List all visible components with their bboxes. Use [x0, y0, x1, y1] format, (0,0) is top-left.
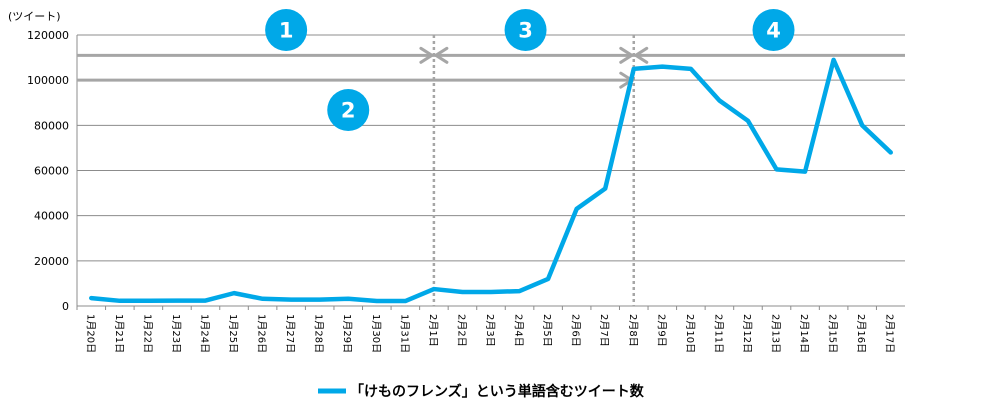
x-tick-label: 1月27日 [284, 314, 296, 353]
x-tick-label: 2月13日 [770, 314, 782, 353]
x-tick-label: 2月8日 [627, 314, 639, 347]
section-badges: 1 2 3 4 [265, 9, 795, 131]
x-tick-label: 2月12日 [741, 314, 753, 353]
y-axis-tick-labels: 0 20000 40000 60000 80000 100000 120000 [27, 29, 69, 313]
x-tick-label: 1月20日 [84, 314, 96, 353]
data-point [346, 297, 350, 301]
y-tick-label: 20000 [34, 255, 69, 268]
data-point [803, 170, 807, 174]
x-tick-label: 2月6日 [570, 314, 582, 347]
x-tick-label: 2月9日 [655, 314, 667, 347]
y-tick-label: 60000 [34, 165, 69, 178]
data-point [489, 290, 493, 294]
x-tick-label: 1月28日 [313, 314, 325, 353]
x-tick-label: 2月5日 [541, 314, 553, 347]
x-tick-label: 1月30日 [370, 314, 382, 353]
gridlines [77, 34, 905, 262]
axes [76, 35, 905, 310]
x-tick-label: 2月16日 [855, 314, 867, 353]
x-tick-label: 2月4日 [513, 314, 525, 347]
data-point [546, 277, 550, 281]
data-point [232, 291, 236, 295]
data-point [289, 298, 293, 302]
data-point [261, 297, 265, 301]
data-point [460, 290, 464, 294]
x-tick-label: 1月21日 [113, 314, 125, 353]
data-point [375, 299, 379, 303]
y-tick-label: 120000 [27, 29, 69, 42]
data-point [889, 150, 893, 154]
legend: 「けものフレンズ」という単語含むツイート数 [318, 383, 645, 400]
arrow-right-icon [419, 46, 434, 64]
annotations [77, 35, 905, 306]
data-point [175, 299, 179, 303]
x-tick-label: 1月29日 [341, 314, 353, 353]
y-axis-unit-label: (ツイート) [8, 10, 61, 23]
data-point [603, 187, 607, 191]
x-tick-label: 2月15日 [827, 314, 839, 353]
data-point [518, 289, 522, 293]
x-tick-label: 2月3日 [484, 314, 496, 347]
section-badge [752, 9, 795, 51]
data-point [575, 207, 579, 211]
series-line [89, 57, 893, 304]
section-badge [504, 9, 547, 51]
data-point [746, 119, 750, 123]
x-tick-label: 1月24日 [198, 314, 210, 353]
x-tick-label: 2月1日 [427, 314, 439, 347]
section-badge [265, 9, 308, 51]
y-tick-label: 100000 [27, 74, 69, 87]
x-axis-tick-labels: 1月20日 1月21日 1月22日 1月23日 1月24日 1月25日 1月26日 1月27日… [84, 314, 895, 353]
data-point [318, 298, 322, 302]
x-tick-label: 1月31日 [398, 314, 410, 353]
y-tick-label: 40000 [34, 210, 69, 223]
x-tick-label: 1月22日 [141, 314, 153, 353]
x-tick-label: 2月11日 [712, 314, 724, 353]
section-badge-number: 1 [279, 19, 294, 43]
data-point [689, 67, 693, 71]
section-badge [327, 89, 370, 131]
x-tick-label: 2月7日 [598, 314, 610, 347]
data-point [432, 287, 436, 291]
arrow-right-icon [619, 46, 634, 64]
data-point [717, 98, 721, 102]
x-tick-label: 2月17日 [884, 314, 896, 353]
x-tick-label: 1月26日 [256, 314, 268, 353]
legend-label: 「けものフレンズ」という単語含むツイート数 [350, 383, 645, 400]
x-tick-label: 1月23日 [170, 314, 182, 353]
data-point [203, 299, 207, 303]
arrow-left-icon [434, 46, 449, 64]
section-badge-number: 4 [766, 19, 781, 43]
data-point [775, 167, 779, 171]
series-layer [89, 57, 893, 304]
x-tick-label: 2月10日 [684, 314, 696, 353]
y-tick-label: 80000 [34, 119, 69, 132]
data-point [832, 58, 836, 62]
y-tick-label: 0 [62, 300, 69, 313]
x-tick-label: 2月14日 [798, 314, 810, 353]
section-badge-number: 3 [518, 19, 533, 43]
data-point [860, 123, 864, 127]
x-tick-label: 1月25日 [227, 314, 239, 353]
data-point [403, 299, 407, 303]
data-point [89, 296, 93, 300]
x-tick-label: 2月2日 [455, 314, 467, 347]
data-point [632, 67, 636, 71]
section-badge-number: 2 [341, 99, 356, 123]
arrow-left-icon [634, 46, 649, 64]
data-point [660, 65, 664, 69]
data-point [146, 299, 150, 303]
data-point [118, 299, 122, 303]
